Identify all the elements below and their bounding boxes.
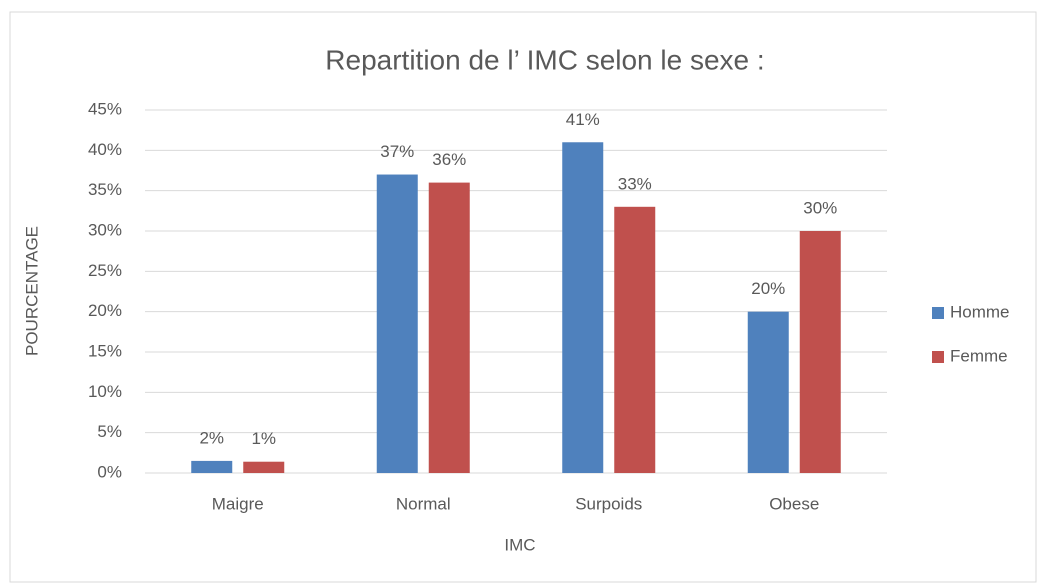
legend-label: Homme [950,302,1010,321]
bar [562,142,604,473]
y-tick-label: 30% [88,220,122,239]
y-tick-label: 5% [97,422,122,441]
chart-frame [9,11,1037,583]
x-tick-label: Obese [769,494,819,513]
data-label: 37% [380,142,414,161]
data-label: 1% [251,429,276,448]
y-tick-label: 15% [88,341,122,360]
chart-title: Repartition de l’ IMC selon le sexe : [325,44,764,75]
data-label: 36% [432,150,466,169]
legend-swatch [932,351,944,363]
bar [376,174,418,474]
x-axis-label: IMC [504,535,535,554]
y-tick-label: 20% [88,301,122,320]
y-axis-label: POURCENTAGE [22,226,41,356]
x-tick-label: Maigre [212,494,264,513]
bar [614,206,656,474]
y-tick-label: 10% [88,382,122,401]
y-tick-label: 45% [88,99,122,118]
bar [243,461,285,473]
legend-label: Femme [950,346,1008,365]
bar [428,182,470,473]
bar [191,460,233,473]
legend-swatch [932,307,944,319]
data-label: 41% [566,110,600,129]
y-tick-label: 0% [97,462,122,481]
x-tick-label: Normal [396,494,451,513]
y-tick-label: 35% [88,180,122,199]
y-tick-label: 25% [88,261,122,280]
data-label: 20% [751,279,785,298]
data-label: 30% [803,198,837,217]
data-label: 2% [199,428,224,447]
data-label: 33% [618,174,652,193]
x-tick-label: Surpoids [575,494,642,513]
bar [799,231,841,473]
y-tick-label: 40% [88,140,122,159]
bar [747,311,789,473]
